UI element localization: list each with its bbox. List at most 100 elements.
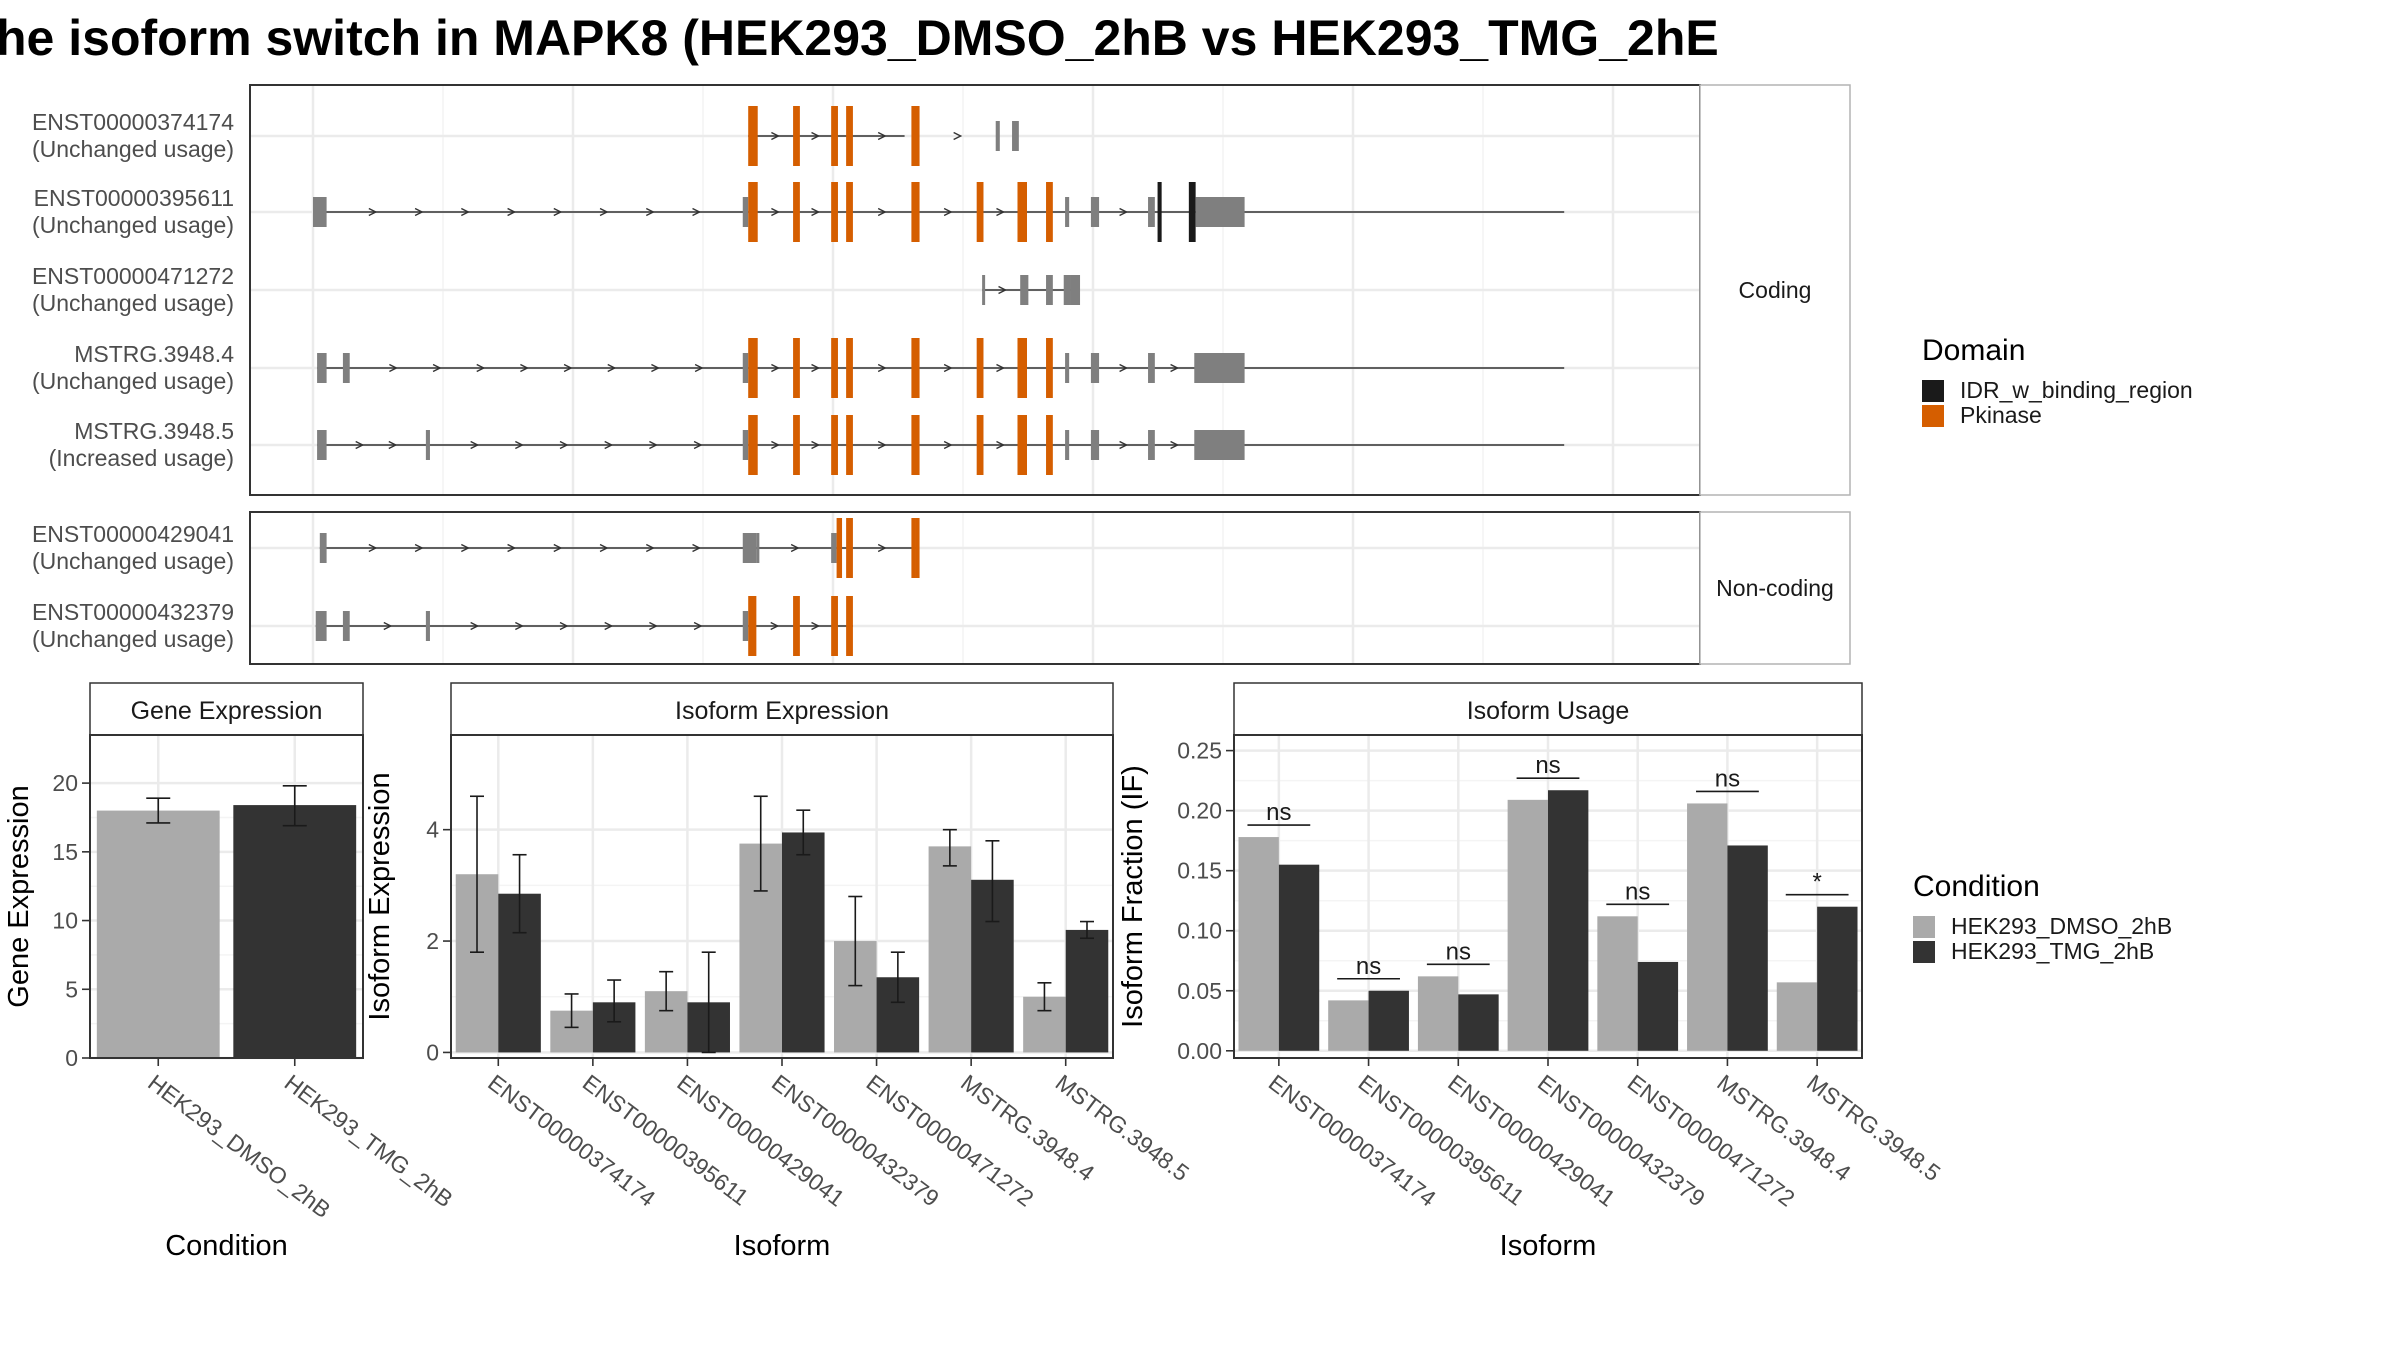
bar: [1776, 982, 1818, 1051]
pkinase-exon: [976, 338, 984, 398]
direction-arrow: [811, 363, 821, 373]
direction-arrow: [649, 440, 658, 450]
utr-exon: [1090, 353, 1100, 383]
utr-exon: [982, 275, 986, 305]
pkinase-exon: [831, 596, 838, 656]
direction-arrow: [414, 543, 424, 553]
facet-strip-label: Coding: [1739, 277, 1812, 303]
transcript-row: MSTRG.3948.5(Increased usage): [49, 415, 1565, 475]
y-tick-label: 10: [52, 908, 78, 934]
pkinase-exon: [846, 106, 853, 166]
direction-arrow: [368, 543, 378, 553]
direction-arrow: [649, 621, 658, 631]
direction-arrow: [953, 131, 963, 141]
bar: [1458, 994, 1499, 1051]
y-tick-label: 15: [52, 839, 78, 865]
utr-exon: [319, 533, 327, 563]
transcript-id-label: MSTRG.3948.4: [74, 341, 234, 367]
y-tick-label: 0: [426, 1039, 439, 1065]
transcript-id-label: ENST00000471272: [32, 263, 234, 289]
utr-exon: [1020, 275, 1029, 305]
pkinase-exon: [846, 415, 853, 475]
x-tick-label: ENST00000374174: [1264, 1069, 1441, 1211]
utr-exon: [1194, 430, 1198, 460]
x-axis-title: Condition: [165, 1230, 288, 1262]
utr-exon: [742, 430, 749, 460]
direction-arrow: [461, 207, 470, 217]
direction-arrow: [604, 440, 614, 450]
utr-exon: [1148, 197, 1155, 227]
pkinase-exon: [1017, 415, 1027, 475]
utr-exon: [1065, 197, 1070, 227]
pkinase-exon: [831, 182, 838, 242]
direction-arrow: [811, 131, 821, 141]
direction-arrow: [520, 363, 529, 373]
figure-title: he isoform switch in MAPK8 (HEK293_DMSO_…: [0, 10, 1719, 66]
pkinase-exon: [976, 182, 984, 242]
y-tick-label: 0.25: [1177, 738, 1222, 764]
transcript-usage-label: (Increased usage): [49, 445, 234, 471]
direction-arrow: [389, 363, 398, 373]
utr-exon: [1063, 275, 1071, 305]
direction-arrow: [693, 440, 703, 450]
pkinase-exon: [911, 415, 920, 475]
direction-arrow: [770, 621, 780, 631]
pkinase-exon: [793, 415, 800, 475]
utr-exon: [1148, 430, 1155, 460]
legend-title: Domain: [1922, 334, 2025, 367]
significance-label: ns: [1715, 765, 1740, 792]
direction-arrow: [877, 131, 887, 141]
pkinase-exon: [911, 338, 920, 398]
facet-strip: [1699, 511, 1851, 665]
direction-arrow: [1170, 363, 1180, 373]
structure-panel-bg: [250, 512, 1700, 664]
legend-key: [1913, 941, 1935, 963]
utr-exon: [742, 197, 749, 227]
direction-arrow: [1170, 440, 1180, 450]
utr-exon: [1194, 353, 1198, 383]
utr-exon: [1195, 197, 1245, 227]
direction-arrow: [1119, 440, 1129, 450]
utr-exon: [1070, 275, 1081, 305]
legend-item-label: HEK293_TMG_2hB: [1951, 938, 2154, 964]
direction-arrow: [943, 440, 953, 450]
direction-arrow: [553, 207, 563, 217]
chart-strip: [450, 682, 1114, 736]
legend-title: Condition: [1913, 870, 2040, 903]
direction-arrow: [383, 621, 393, 631]
x-tick-label: ENST00000429041: [1443, 1069, 1620, 1211]
pkinase-exon: [846, 596, 853, 656]
direction-arrow: [432, 363, 442, 373]
utr-exon: [1046, 275, 1053, 305]
pkinase-exon: [911, 106, 920, 166]
bar: [1507, 799, 1548, 1051]
pkinase-exon: [911, 518, 916, 578]
utr-exon: [1197, 430, 1245, 460]
direction-arrow: [476, 363, 486, 373]
pkinase-exon: [1017, 338, 1027, 398]
direction-arrow: [996, 440, 1006, 450]
utr-exon: [425, 430, 430, 460]
transcript-usage-label: (Unchanged usage): [32, 368, 234, 394]
legend-item-label: Pkinase: [1960, 402, 2042, 428]
significance-label: ns: [1625, 878, 1650, 905]
direction-arrow: [694, 363, 704, 373]
bar: [1727, 845, 1768, 1051]
direction-arrow: [877, 543, 887, 553]
direction-arrow: [877, 207, 887, 217]
direction-arrow: [355, 440, 365, 450]
transcript-usage-label: (Unchanged usage): [32, 290, 234, 316]
direction-arrow: [507, 207, 517, 217]
direction-arrow: [998, 285, 1008, 295]
direction-arrow: [507, 543, 517, 553]
x-tick-label: ENST00000429041: [672, 1069, 849, 1211]
transcript-row: ENST00000374174(Unchanged usage): [32, 106, 1019, 166]
direction-arrow: [877, 440, 887, 450]
direction-arrow: [559, 621, 569, 631]
legend-item-label: IDR_w_binding_region: [1960, 377, 2193, 403]
utr-exon: [317, 430, 327, 460]
legend-key: [1922, 405, 1944, 427]
pkinase-exon: [793, 106, 800, 166]
transcript-id-label: ENST00000395611: [34, 185, 234, 211]
